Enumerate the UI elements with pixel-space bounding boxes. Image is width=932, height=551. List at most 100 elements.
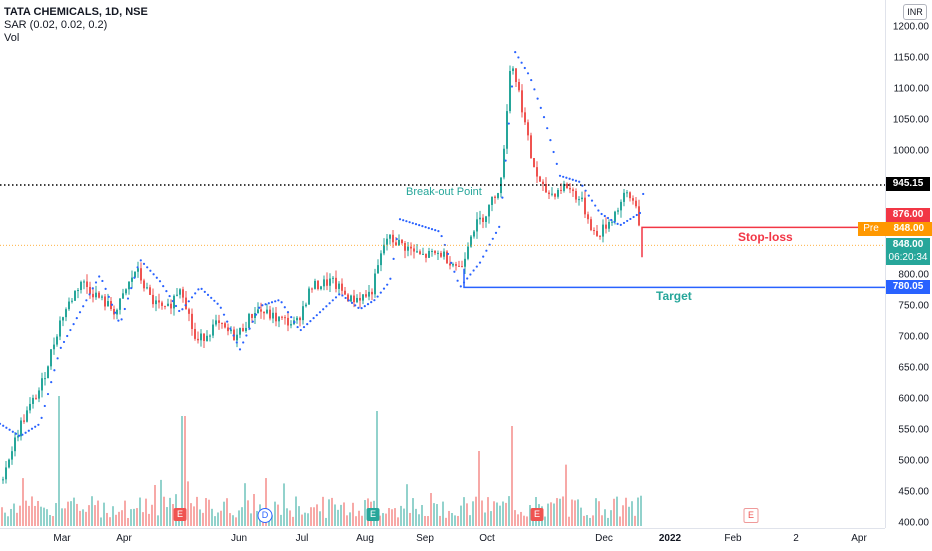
volume-bar [160,479,162,526]
volume-bar [361,515,363,526]
sar-dot [600,212,603,216]
price-tick: 450.00 [898,486,929,498]
volume-bar [136,508,138,526]
candle-body [38,390,40,399]
candle-body [89,287,91,294]
target-annotation[interactable]: Target [656,289,692,303]
sar-dot [392,257,395,260]
sar-dot [226,320,229,323]
volume-bar [514,510,516,526]
volume-bar [517,514,519,526]
candle-body [380,253,382,266]
volume-bar [490,511,492,526]
volume-bar [556,498,558,526]
candle-body [332,277,334,279]
sar-dot [110,303,114,306]
candle-body [122,293,124,299]
candle-body [452,264,454,266]
sar-indicator-label[interactable]: SAR (0.02, 0.02, 0.2) [4,19,108,31]
volume-bar [523,515,525,526]
sar-dot [283,306,286,309]
sar-dot [149,269,152,272]
sar-dot [117,319,120,322]
candle-body [68,301,70,310]
earnings-event-icon[interactable]: E [366,508,380,521]
earnings-event-icon[interactable]: E [530,508,544,521]
candle-body [341,283,343,291]
candle-body [44,378,46,380]
earnings-event-icon[interactable]: E [173,508,187,521]
candle-body [347,294,349,302]
chart-area[interactable]: TATA CHEMICALS, 1D, NSE SAR (0.02, 0.02,… [0,0,885,528]
sar-dot [91,287,94,290]
breakout-annotation[interactable]: Break-out Point [406,186,482,198]
sar-dot [418,224,421,227]
candle-body [626,192,628,194]
sar-dot [229,327,232,330]
sar-dot [210,296,213,299]
sar-dot [389,277,392,280]
time-label: Jun [230,533,248,544]
price-tick: 650.00 [898,362,929,374]
volume-bar [127,517,129,526]
volume-bar [604,509,606,526]
price-chart[interactable] [0,0,885,528]
dividend-event-icon[interactable]: D [257,508,273,523]
candle-body [479,217,481,220]
sar-dot [366,303,370,306]
sar-dot [453,270,456,273]
sar-dot [43,404,46,408]
sar-dot [414,223,418,226]
time-label: Oct [479,533,495,544]
candle-body [251,313,253,318]
volume-bar [232,515,234,526]
sar-dot [475,265,478,268]
candle-body [614,211,616,222]
future-earnings-event-icon[interactable]: E [743,508,759,523]
candle-body [461,266,463,268]
volume-bar [22,478,24,526]
candle-body [545,184,547,193]
candle-body [5,467,7,480]
sar-dot [261,304,264,307]
stoploss-annotation[interactable]: Stop-loss [738,230,793,244]
candle-body [638,206,640,226]
candle-body [455,264,457,266]
volume-bar [469,515,471,526]
pre-market-tag: Pre 848.00 [858,222,932,236]
volume-bar [415,508,417,526]
sar-dot [238,348,242,351]
sar-dot [331,299,334,302]
volume-bar [97,500,99,526]
candle-body [134,271,136,278]
volume-bar [472,501,474,526]
sar-dot [533,88,536,91]
sar-dot [27,429,30,432]
symbol-label[interactable]: TATA CHEMICALS, 1D, NSE [4,6,148,18]
candle-body [308,288,310,305]
sar-dot [338,293,341,296]
candle-body [476,219,478,232]
volume-bar [589,517,591,526]
volume-bar [55,503,57,526]
price-tick: 1150.00 [893,52,929,64]
volume-bar [379,515,381,526]
volume-bar [241,507,243,526]
volume-bar [496,502,498,526]
volume-bar [313,507,315,526]
candle-body [407,246,409,251]
sar-dot [402,219,405,222]
candle-body [254,313,256,318]
volume-bar [607,517,609,526]
time-axis[interactable]: Mar Apr Jun Jul Aug Sep Oct Dec 2022 Feb… [0,528,885,551]
volume-bar [511,426,513,526]
candle-body [518,82,520,91]
sar-dot [638,211,642,215]
candle-body [50,349,52,367]
volume-bar [322,496,324,526]
volume-indicator-label[interactable]: Vol [4,32,20,44]
candle-body [590,219,592,231]
volume-bar [316,504,318,526]
currency-button[interactable]: INR [903,4,927,20]
volume-bar [61,508,63,526]
